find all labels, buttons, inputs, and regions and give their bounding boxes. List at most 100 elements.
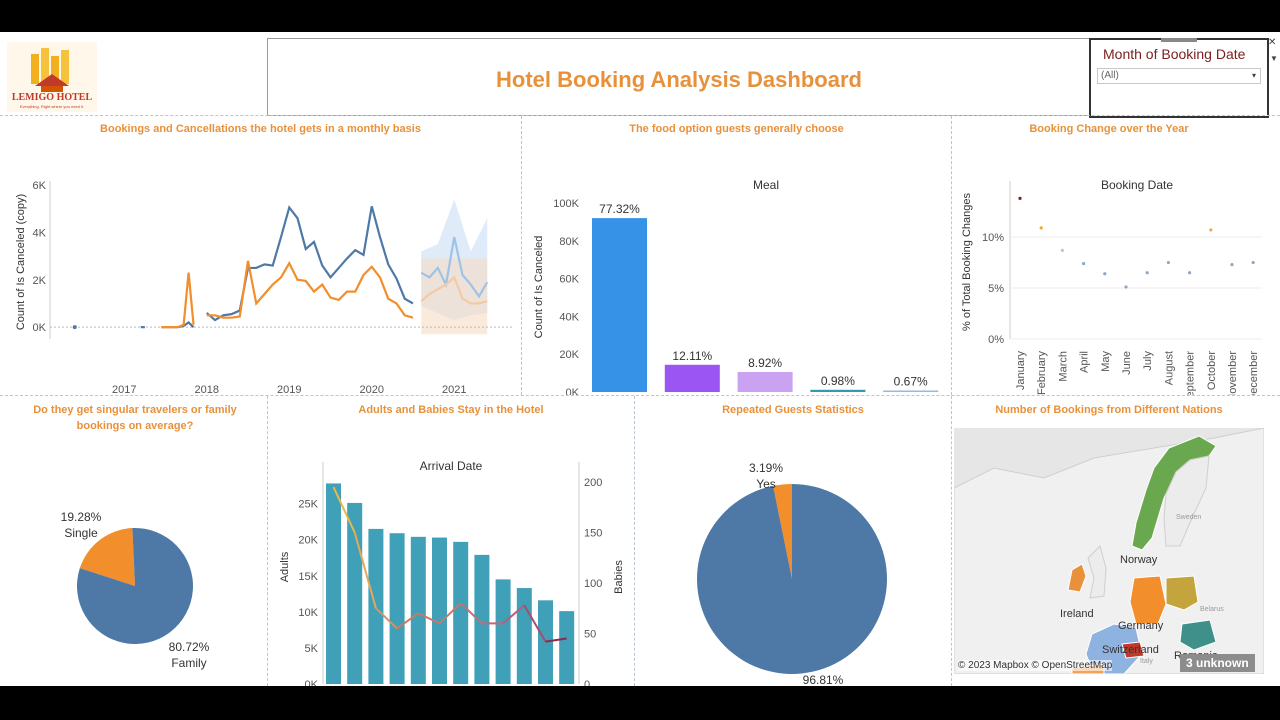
pie-slice [773,484,792,579]
data-label: 0.67% [894,374,928,388]
y-tick-label: 10% [982,232,1004,244]
filter-drag-handle[interactable] [1161,38,1197,42]
y2-axis-label: Babies [613,560,625,594]
data-label: 12.11% [672,349,712,363]
divider [267,396,268,686]
x-tick-label: July [1142,351,1154,371]
close-icon[interactable]: ✕ [1268,37,1277,48]
data-point [1188,271,1192,275]
y2-tick-label: 0 [584,679,590,686]
menu-arrow-icon[interactable]: ▼ [1270,54,1278,63]
y-tick-label: 10K [298,607,318,619]
map-label-switzerland: Switzerland [1102,644,1159,656]
data-label: 77.32% [599,202,640,216]
map-label-norway: Norway [1120,554,1158,566]
divider [951,396,952,686]
bar [474,554,490,684]
booking-change-chart: Booking Date 10% 5% 0% % of Total Booking Ch… [961,178,1262,395]
bar [538,600,553,684]
y-tick-label: 40K [559,311,579,323]
travelers-pie-chart: 19.28% Single 80.72% Family [61,510,210,670]
x-tick-label: February [1036,351,1048,395]
y2-tick-label: 50 [584,629,596,641]
divider [634,396,635,686]
data-point [1209,228,1213,232]
series-line [206,205,414,322]
bar [453,541,469,684]
pie-pct-label: 19.28% [61,510,102,524]
country-sweden [1163,455,1210,547]
chart-title-meal: The food option guests generally choose [629,123,844,135]
chart-title-travelers: Do they get singular travelers or family… [33,404,237,432]
y2-tick-label: 200 [584,477,602,489]
babies-line [502,604,525,625]
chart-title-arrival: Adults and Babies Stay in the Hotel [358,404,544,416]
y-tick-label: 5% [988,283,1004,295]
y2-tick-label: 100 [584,578,602,590]
logo-mark-icon [31,48,69,92]
country-poland [1165,575,1199,611]
country-germany [1129,575,1167,625]
babies-line [545,637,567,643]
pie-slice [79,528,135,586]
series-point [72,325,77,330]
x-tick-label: October [1206,351,1218,390]
chart-title-monthly: Bookings and Cancellations the hotel get… [100,123,421,135]
data-label: 0.98% [821,374,855,388]
data-point [1082,261,1086,266]
pie-name-label: Family [171,656,206,670]
bar [737,371,793,392]
country-ireland [1067,563,1087,593]
bar [592,218,647,392]
x-tick-label: 2021 [442,384,466,395]
y-tick-label: 4K [33,227,47,239]
map-label-germany: Germany [1118,620,1164,632]
y-tick-label: 0% [988,334,1004,346]
pie-slice [76,528,193,644]
divider [951,116,952,395]
data-point [1230,262,1234,267]
map-label-italy: Italy [1140,658,1153,665]
y-axis-label: Count of Is Canceled (copy) [15,194,27,330]
babies-line [460,602,483,625]
logo-name: LEMIGO HOTEL [11,92,93,103]
bar [559,611,575,684]
bar [883,390,939,392]
pie-pct-label: 80.72% [169,640,210,654]
chart-subtitle: Meal [753,178,779,192]
data-point [1124,285,1128,289]
bar [664,364,720,392]
pie-slice [697,484,887,674]
y-tick-label: 25K [298,499,318,511]
y-tick-label: 80K [559,236,579,248]
video-bar [0,686,1280,720]
x-tick-label: 2017 [112,384,136,395]
chart-title-repeated: Repeated Guests Statistics [722,404,864,416]
dashboard-canvas: LEMIGO HOTEL Everything. Right where you… [0,32,1280,686]
nations-map[interactable]: Norway Ireland Germany Switzerland Roman… [954,428,1264,674]
month-filter: Month of Booking Date (All) ▾ [1089,38,1269,118]
data-point [1251,260,1255,265]
meal-bar-chart: Meal 100K 80K 60K 40K 20K 0K Count of Is Cancel… [533,178,939,395]
y-tick-label: 15K [298,571,318,583]
forecast-band [421,258,488,335]
y-tick-label: 60K [559,274,579,286]
x-tick-label: May [1100,351,1112,372]
data-point [1103,272,1107,276]
bar [432,537,447,684]
filter-dropdown[interactable]: (All) ▾ [1097,68,1261,84]
unknown-badge[interactable]: 3 unknown [1180,654,1255,672]
bar [389,533,405,684]
x-tick-label: June [1121,351,1133,375]
y-tick-label: 5K [305,643,319,655]
country-romania [1179,619,1217,651]
y-axis-label: Count of Is Canceled [533,236,545,339]
bar [410,536,426,684]
x-tick-label: 2019 [277,384,301,395]
divider [0,115,1280,116]
data-point [1145,271,1149,275]
y-tick-label: 20K [298,535,318,547]
babies-line [353,532,377,609]
map-label-belarus: Belarus [1200,606,1224,613]
title-box: Hotel Booking Analysis Dashboard [267,38,1091,116]
